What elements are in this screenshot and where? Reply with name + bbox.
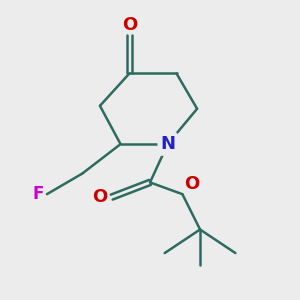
Text: O: O (122, 16, 137, 34)
Text: F: F (33, 185, 44, 203)
Text: O: O (184, 175, 199, 193)
Text: N: N (160, 135, 175, 153)
Text: O: O (92, 188, 107, 206)
